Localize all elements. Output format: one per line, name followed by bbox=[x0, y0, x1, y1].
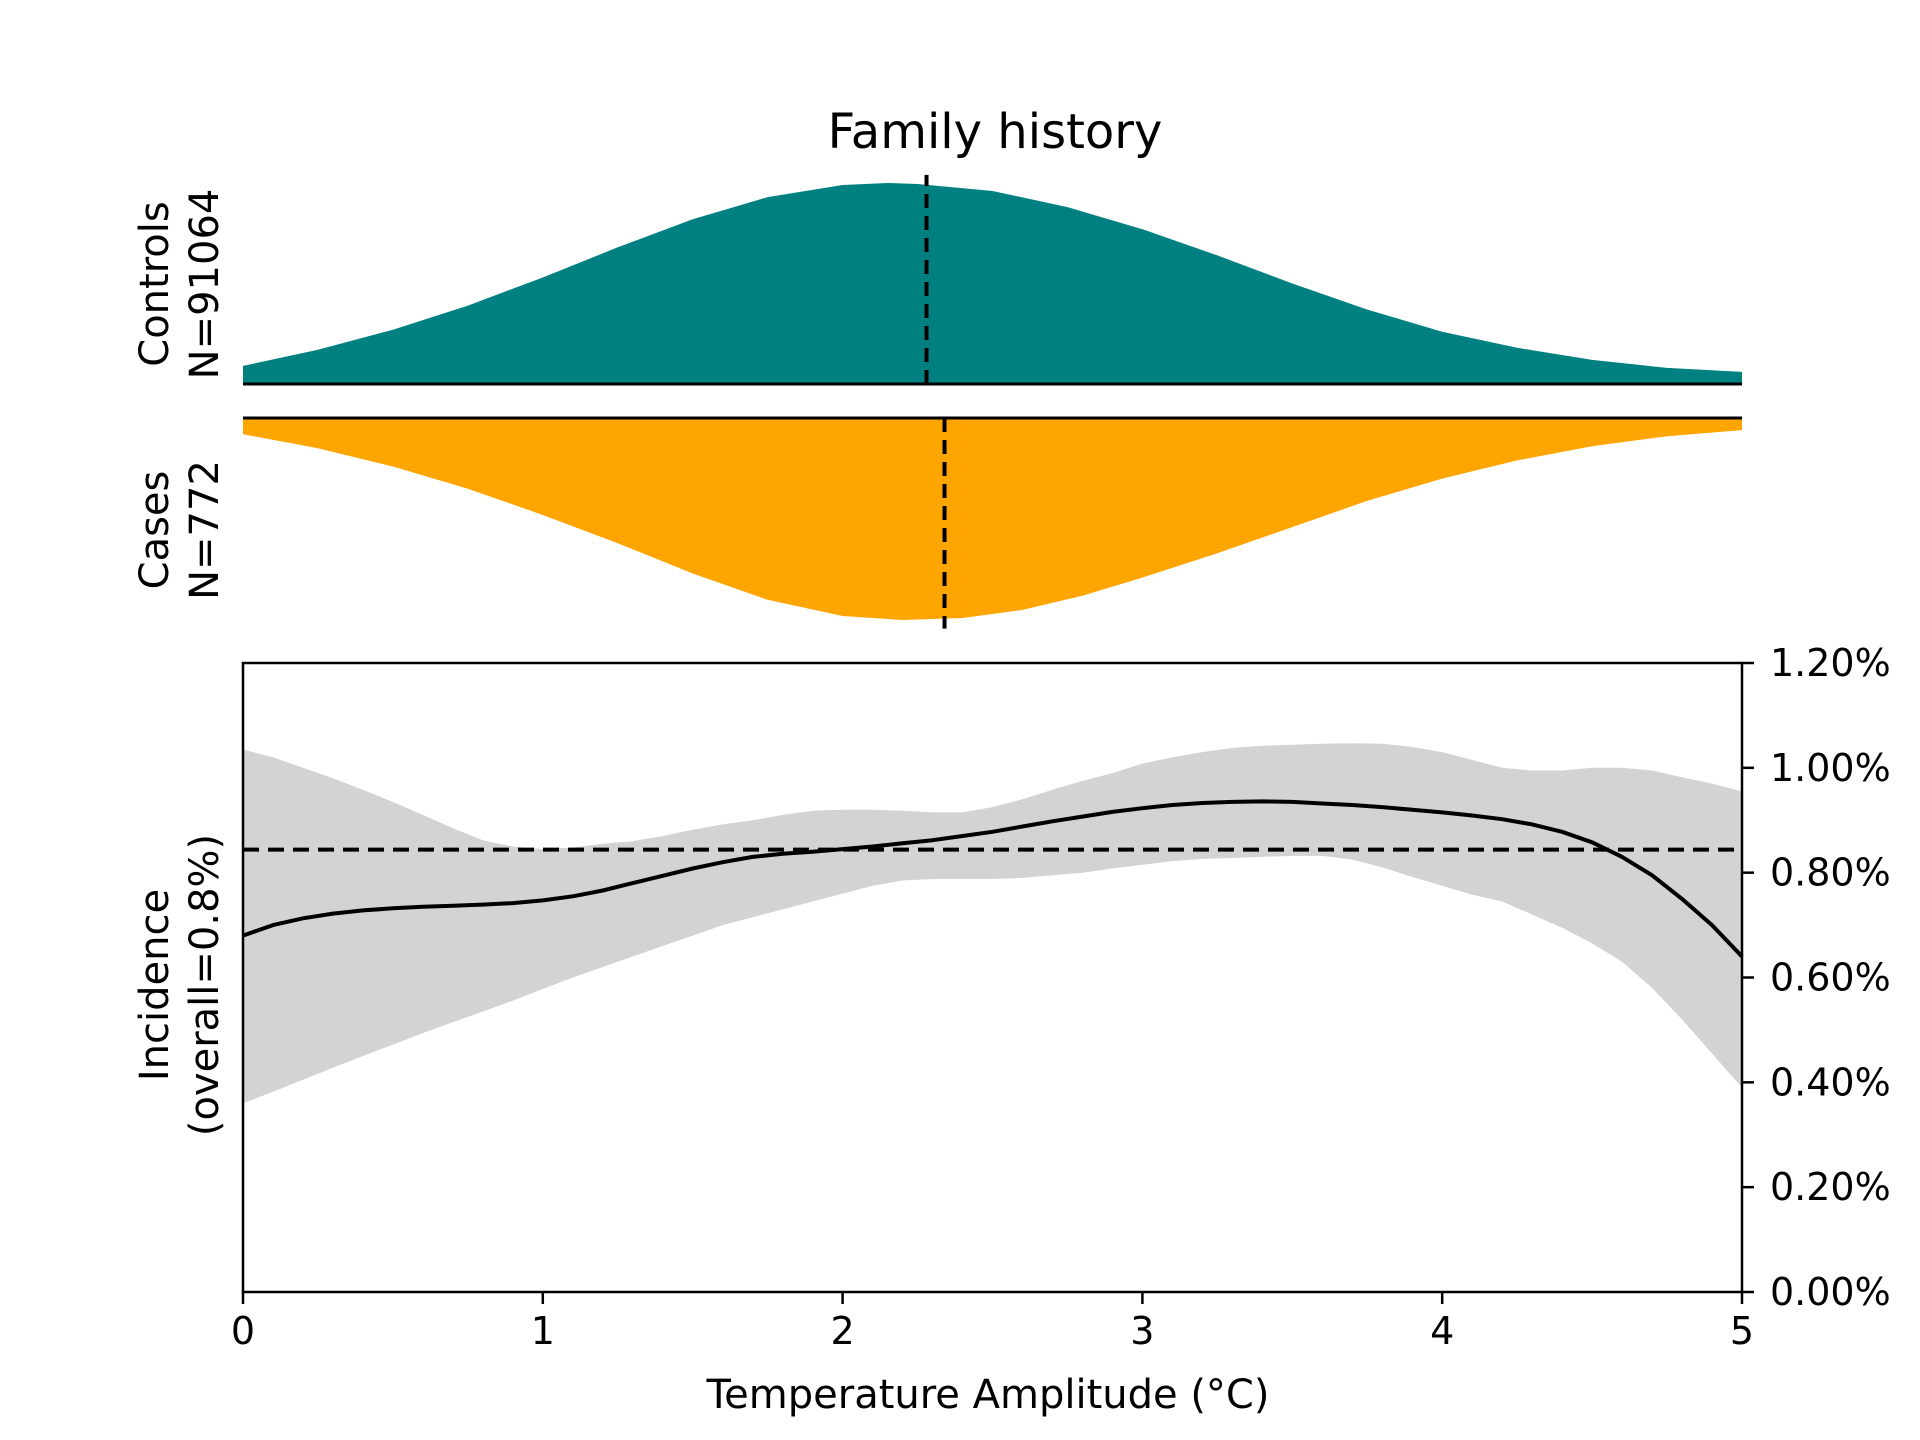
y-ticks-group: 0.00% 0.20% 0.40% 0.60% 0.80% 1.00% 1.20% bbox=[1742, 641, 1891, 1314]
chart-title: Family history bbox=[828, 104, 1163, 160]
y-tick-label: 0.20% bbox=[1770, 1165, 1891, 1209]
y-tick-label: 1.00% bbox=[1770, 746, 1891, 790]
y-tick-label: 0.80% bbox=[1770, 851, 1891, 895]
y-axis-label-line2: (overall=0.8%) bbox=[182, 834, 228, 1136]
cases-label-line2: N=772 bbox=[182, 460, 228, 600]
controls-label-line1: Controls bbox=[132, 201, 178, 366]
cases-label-line1: Cases bbox=[132, 471, 178, 590]
x-tick-label: 4 bbox=[1430, 1309, 1454, 1353]
x-tick-label: 3 bbox=[1130, 1309, 1154, 1353]
confidence-band bbox=[243, 743, 1742, 1104]
incidence-line bbox=[242, 799, 1744, 958]
y-tick-label: 0.00% bbox=[1770, 1270, 1891, 1314]
incidence-line-group bbox=[242, 799, 1744, 958]
y-tick-label: 0.60% bbox=[1770, 956, 1891, 1000]
y-tick-label: 0.40% bbox=[1770, 1060, 1891, 1104]
cases-density-area bbox=[243, 418, 1742, 620]
x-tick-label: 2 bbox=[831, 1309, 855, 1353]
confidence-band-group bbox=[243, 743, 1742, 1104]
density-panel bbox=[243, 174, 1742, 629]
y-axis-label-line1: Incidence bbox=[132, 889, 178, 1081]
x-tick-label: 0 bbox=[231, 1309, 255, 1353]
controls-density-group bbox=[243, 174, 1742, 386]
x-axis-label: Temperature Amplitude (°C) bbox=[706, 1372, 1270, 1418]
x-tick-label: 5 bbox=[1730, 1309, 1754, 1353]
y-tick-label: 1.20% bbox=[1770, 641, 1891, 685]
incidence-panel: 0 1 2 3 4 5 0.00% 0.20% 0.40% 0.60% 0.80% 1.00% 1.2… bbox=[231, 641, 1891, 1353]
x-tick-label: 1 bbox=[531, 1309, 555, 1353]
x-ticks-group: 0 1 2 3 4 5 bbox=[231, 1292, 1754, 1353]
controls-density-area bbox=[243, 183, 1742, 384]
controls-label-line2: N=91064 bbox=[182, 189, 228, 380]
cases-density-group bbox=[243, 416, 1742, 629]
